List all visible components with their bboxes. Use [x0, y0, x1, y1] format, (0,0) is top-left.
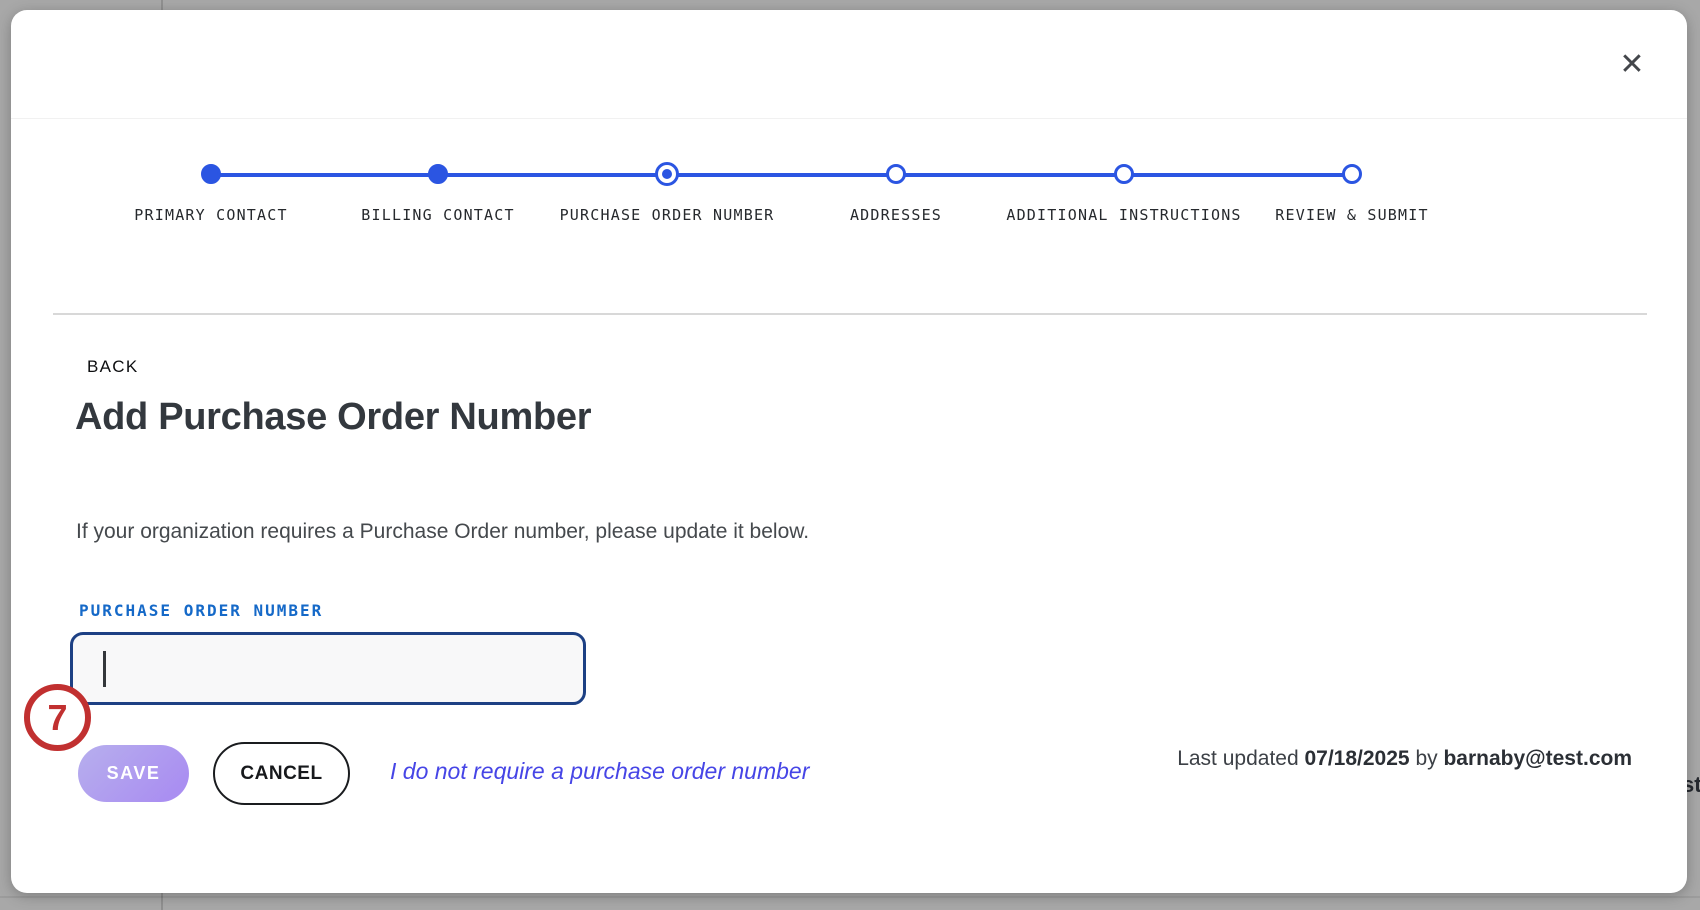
header-divider — [11, 118, 1687, 119]
step-label: PURCHASE ORDER NUMBER — [559, 206, 775, 224]
purchase-order-number-label: PURCHASE ORDER NUMBER — [79, 601, 324, 620]
stepper-step-addresses[interactable]: ADDRESSES — [776, 159, 1016, 227]
step-dot-icon — [886, 164, 906, 184]
background-divider-line — [161, 893, 163, 910]
wizard-stepper: PRIMARY CONTACT BILLING CONTACT PURCHASE… — [11, 10, 1687, 270]
step-label: PRIMARY CONTACT — [134, 206, 288, 224]
save-button[interactable]: SAVE — [78, 745, 189, 802]
stepper-step-purchase-order-number[interactable]: PURCHASE ORDER NUMBER — [547, 159, 787, 227]
skip-purchase-order-link[interactable]: I do not require a purchase order number — [390, 758, 810, 784]
cancel-button[interactable]: CANCEL — [213, 742, 350, 805]
step-label: ADDRESSES — [849, 206, 943, 224]
step-dot-icon — [655, 162, 679, 186]
background-divider-line — [0, 896, 1700, 898]
stepper-connector-line — [211, 173, 1352, 177]
last-updated-prefix: Last updated — [1177, 747, 1299, 770]
step-dot-icon — [1114, 164, 1134, 184]
back-button[interactable]: BACK — [87, 357, 139, 376]
text-cursor — [103, 651, 106, 687]
description-text: If your organization requires a Purchase… — [76, 520, 810, 543]
last-updated-date: 07/18/2025 — [1304, 747, 1410, 770]
page-title: Add Purchase Order Number — [75, 396, 592, 438]
stepper-step-additional-instructions[interactable]: ADDITIONAL INSTRUCTIONS — [1004, 159, 1244, 227]
step-dot-wrap — [1342, 159, 1362, 189]
purchase-order-number-input[interactable] — [70, 632, 586, 705]
step-dot-wrap — [201, 159, 221, 189]
step-dot-wrap — [886, 159, 906, 189]
step-label: BILLING CONTACT — [361, 206, 515, 224]
last-updated-connector: by — [1415, 747, 1438, 770]
step-dot-icon — [1342, 164, 1362, 184]
step-label: REVIEW & SUBMIT — [1275, 206, 1429, 224]
close-icon[interactable]: ✕ — [1609, 42, 1655, 88]
stepper-step-review-submit[interactable]: REVIEW & SUBMIT — [1232, 159, 1472, 227]
step-dot-wrap — [428, 159, 448, 189]
step-label: ADDITIONAL INSTRUCTIONS — [1006, 206, 1242, 224]
last-updated-text: Last updated 07/18/2025 by barnaby@test.… — [1177, 747, 1632, 771]
last-updated-user: barnaby@test.com — [1443, 747, 1632, 770]
background-divider-line — [161, 0, 163, 10]
annotation-step-number-badge: 7 — [24, 684, 91, 751]
section-divider — [53, 313, 1647, 315]
step-dot-icon — [201, 164, 221, 184]
stepper-step-primary-contact[interactable]: PRIMARY CONTACT — [91, 159, 331, 227]
step-dot-wrap — [1114, 159, 1134, 189]
purchase-order-modal: ✕ PRIMARY CONTACT BILLING CONTACT PURCHA… — [11, 10, 1687, 893]
step-dot-wrap — [655, 159, 679, 189]
stepper-step-billing-contact[interactable]: BILLING CONTACT — [318, 159, 558, 227]
step-dot-icon — [428, 164, 448, 184]
